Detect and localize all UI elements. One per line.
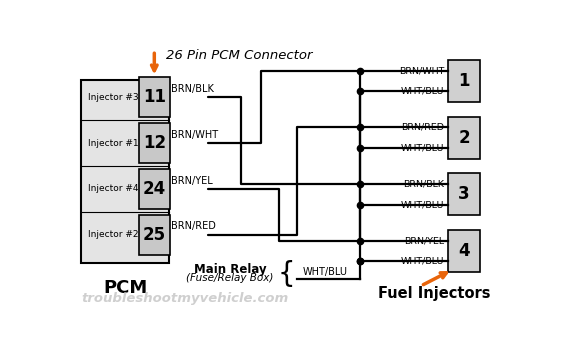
- Text: BRN/BLK: BRN/BLK: [403, 180, 444, 189]
- Text: 26 Pin PCM Connector: 26 Pin PCM Connector: [165, 49, 312, 62]
- Text: PCM: PCM: [103, 279, 147, 297]
- Bar: [81, 80, 169, 263]
- Text: WHT/BLU: WHT/BLU: [401, 87, 444, 96]
- Text: Main Relay: Main Relay: [194, 263, 266, 276]
- Text: 1: 1: [458, 72, 470, 90]
- Text: Injector #2: Injector #2: [88, 230, 139, 239]
- Bar: [448, 173, 480, 215]
- Text: (Fuse/Relay Box): (Fuse/Relay Box): [186, 273, 274, 284]
- Text: 3: 3: [458, 185, 470, 203]
- Text: 24: 24: [143, 180, 166, 198]
- Text: BRN/YEL: BRN/YEL: [404, 236, 444, 245]
- Bar: [448, 60, 480, 102]
- Text: troubleshootmyvehicle.com: troubleshootmyvehicle.com: [81, 292, 288, 305]
- Text: 11: 11: [143, 88, 166, 106]
- Text: Injector #4: Injector #4: [88, 184, 139, 194]
- Text: BRN/RED: BRN/RED: [172, 222, 216, 231]
- Text: WHT/BLU: WHT/BLU: [401, 257, 444, 266]
- Bar: [139, 77, 169, 117]
- Text: WHT/BLU: WHT/BLU: [401, 200, 444, 209]
- Text: 4: 4: [458, 242, 470, 260]
- Text: 12: 12: [143, 134, 166, 152]
- Bar: [139, 123, 169, 163]
- Text: BRN/WHT: BRN/WHT: [172, 130, 219, 140]
- Bar: [448, 230, 480, 272]
- Text: Injector #1: Injector #1: [88, 139, 139, 148]
- Text: Injector #3: Injector #3: [88, 93, 139, 102]
- Text: BRN/YEL: BRN/YEL: [172, 176, 213, 186]
- Text: BRN/RED: BRN/RED: [401, 123, 444, 132]
- Bar: [448, 117, 480, 159]
- Text: BRN/BLK: BRN/BLK: [172, 84, 214, 94]
- Text: WHT/BLU: WHT/BLU: [303, 267, 348, 278]
- Text: 25: 25: [143, 226, 166, 244]
- Text: Fuel Injectors: Fuel Injectors: [378, 286, 491, 301]
- Bar: [139, 169, 169, 209]
- Text: BRN/WHT: BRN/WHT: [399, 66, 444, 75]
- Bar: [139, 215, 169, 255]
- Text: {: {: [277, 260, 295, 288]
- Text: WHT/BLU: WHT/BLU: [401, 144, 444, 152]
- Text: 2: 2: [458, 129, 470, 147]
